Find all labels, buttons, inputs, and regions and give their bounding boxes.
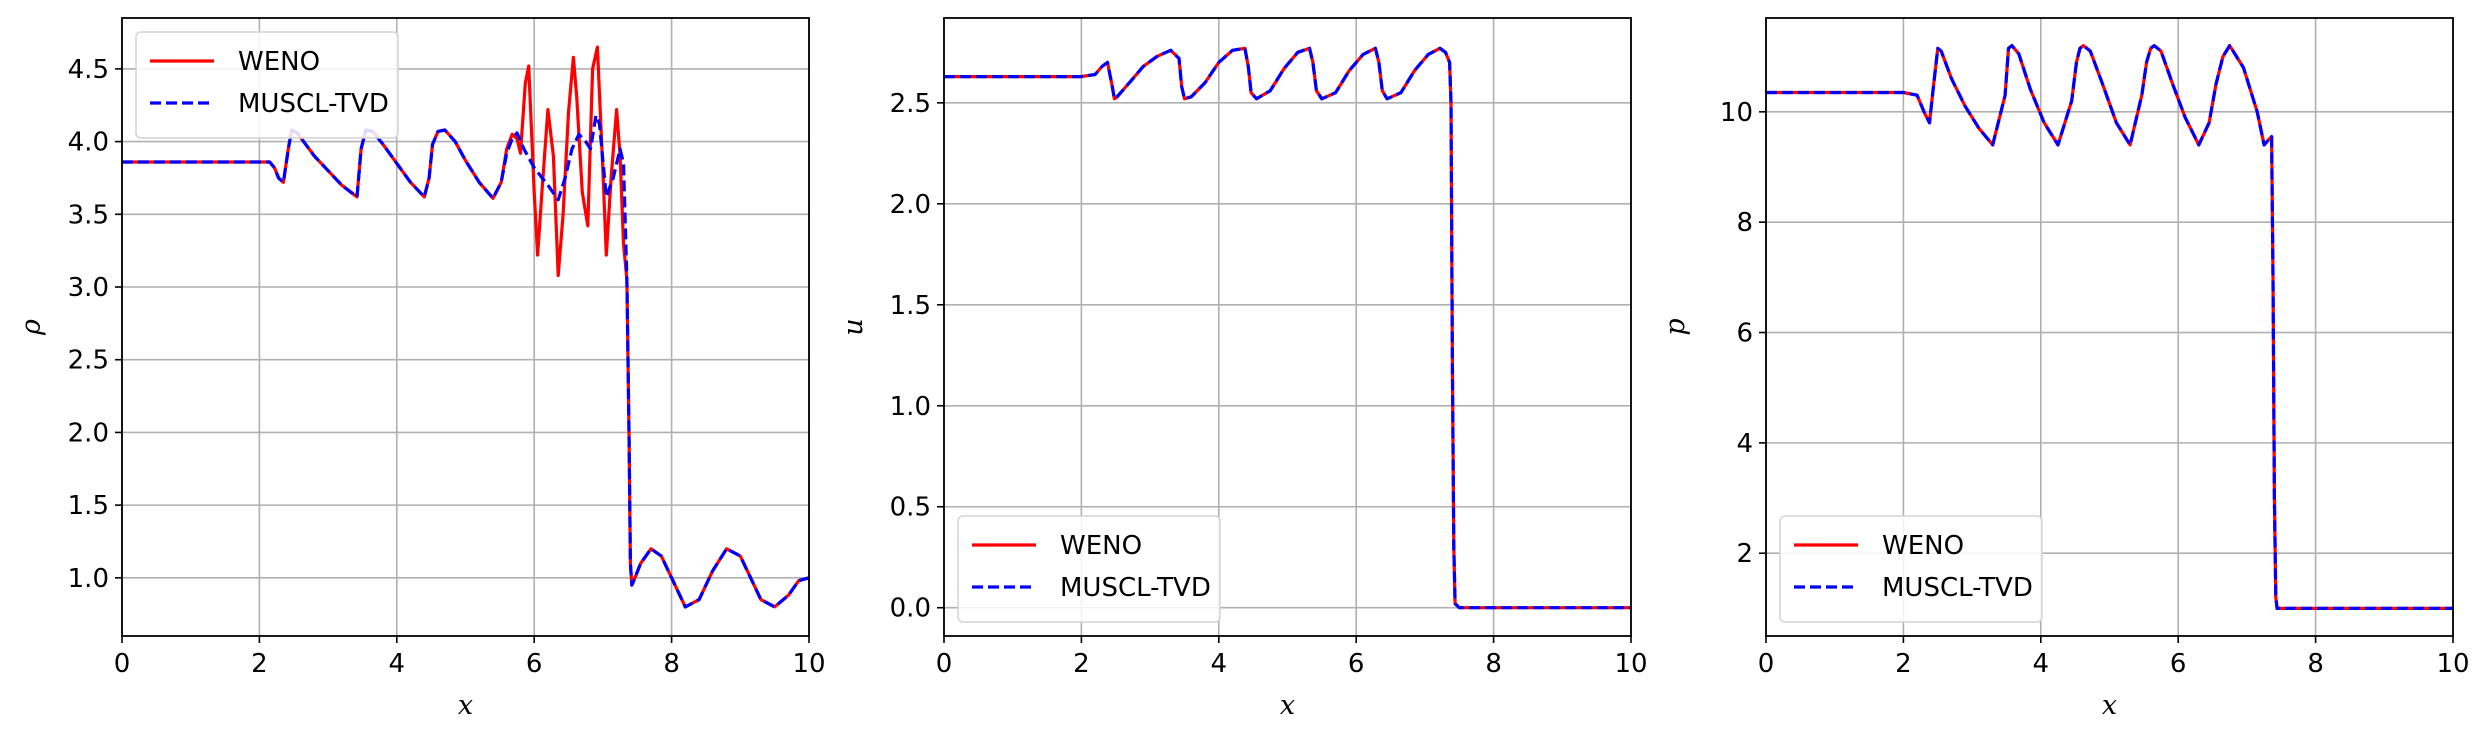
y-tick-label: 1.5 xyxy=(68,491,109,521)
legend-label: WENO xyxy=(1060,531,1142,561)
y-tick-label: 2 xyxy=(1736,539,1753,569)
axes-frame xyxy=(943,17,1632,637)
x-tick-label: 4 xyxy=(2033,649,2050,679)
legend-box xyxy=(1779,515,2043,623)
x-axis-label: x xyxy=(2102,690,2117,721)
y-tick-label: 1.5 xyxy=(890,291,931,321)
y-tick-label: 10 xyxy=(1720,98,1753,128)
x-tick-label: 4 xyxy=(389,649,406,679)
chart-panel-2: 0 2 4 6 8 10 0.0 0.5 1.0 1.5 2.0 2.5 x u WENO MUSCL-TVD xyxy=(838,17,1648,721)
axes-frame xyxy=(121,17,810,637)
legend-box xyxy=(135,31,399,139)
x-tick-label: 10 xyxy=(792,649,825,679)
y-axis-label: p xyxy=(1660,318,1691,335)
legend-label: MUSCL-TVD xyxy=(1882,573,2033,603)
y-tick-label: 0.0 xyxy=(890,594,931,624)
series-line-muscl-tvd xyxy=(944,46,1631,610)
legend-label: MUSCL-TVD xyxy=(1060,573,1211,603)
legend: WENO MUSCL-TVD xyxy=(957,515,1221,623)
x-tick-label: 6 xyxy=(1348,649,1365,679)
y-tick-label: 4.0 xyxy=(68,128,109,158)
y-axis-label: u xyxy=(838,318,869,335)
legend-box xyxy=(957,515,1221,623)
x-tick-label: 2 xyxy=(1073,649,1090,679)
y-tick-label: 2.5 xyxy=(890,89,931,119)
y-tick-label: 4 xyxy=(1736,429,1753,459)
x-tick-label: 10 xyxy=(2436,649,2469,679)
y-tick-label: 4.5 xyxy=(68,55,109,85)
axes-frame xyxy=(1765,17,2454,637)
legend: WENO MUSCL-TVD xyxy=(1779,515,2043,623)
series-line-muscl-tvd xyxy=(1766,43,2453,611)
x-axis-label: x xyxy=(458,690,473,721)
y-tick-label: 1.0 xyxy=(68,564,109,594)
x-tick-label: 6 xyxy=(2170,649,2187,679)
x-tick-label: 0 xyxy=(1758,649,1775,679)
x-tick-label: 0 xyxy=(114,649,131,679)
y-tick-label: 3.5 xyxy=(68,200,109,230)
x-axis-label: x xyxy=(1280,690,1295,721)
chart-panel-1: 0 2 4 6 8 10 1.0 1.5 2.0 2.5 3.0 3.5 4.0 4.5 x ρ WENO MUS… xyxy=(16,17,826,721)
x-tick-label: 6 xyxy=(526,649,543,679)
series-line-muscl-tvd xyxy=(122,113,809,609)
chart-panel-3: 0 2 4 6 8 10 2 4 6 8 10 x p WENO MUSCL-TVD xyxy=(1660,17,2470,721)
y-tick-label: 2.0 xyxy=(890,190,931,220)
x-tick-label: 8 xyxy=(663,649,680,679)
legend-label: MUSCL-TVD xyxy=(238,89,389,119)
y-tick-label: 6 xyxy=(1736,319,1753,349)
y-tick-label: 2.0 xyxy=(68,418,109,448)
y-tick-label: 8 xyxy=(1736,208,1753,238)
legend: WENO MUSCL-TVD xyxy=(135,31,399,139)
x-tick-label: 2 xyxy=(251,649,268,679)
y-tick-label: 2.5 xyxy=(68,346,109,376)
x-tick-label: 0 xyxy=(936,649,953,679)
x-tick-label: 2 xyxy=(1895,649,1912,679)
y-axis-label: ρ xyxy=(16,319,47,336)
legend-label: WENO xyxy=(238,47,320,77)
y-tick-label: 1.0 xyxy=(890,392,931,422)
legend-label: WENO xyxy=(1882,531,1964,561)
y-tick-label: 0.5 xyxy=(890,493,931,523)
x-tick-label: 10 xyxy=(1614,649,1647,679)
x-tick-label: 4 xyxy=(1211,649,1228,679)
x-tick-label: 8 xyxy=(1485,649,1502,679)
y-tick-label: 3.0 xyxy=(68,273,109,303)
x-tick-label: 8 xyxy=(2307,649,2324,679)
